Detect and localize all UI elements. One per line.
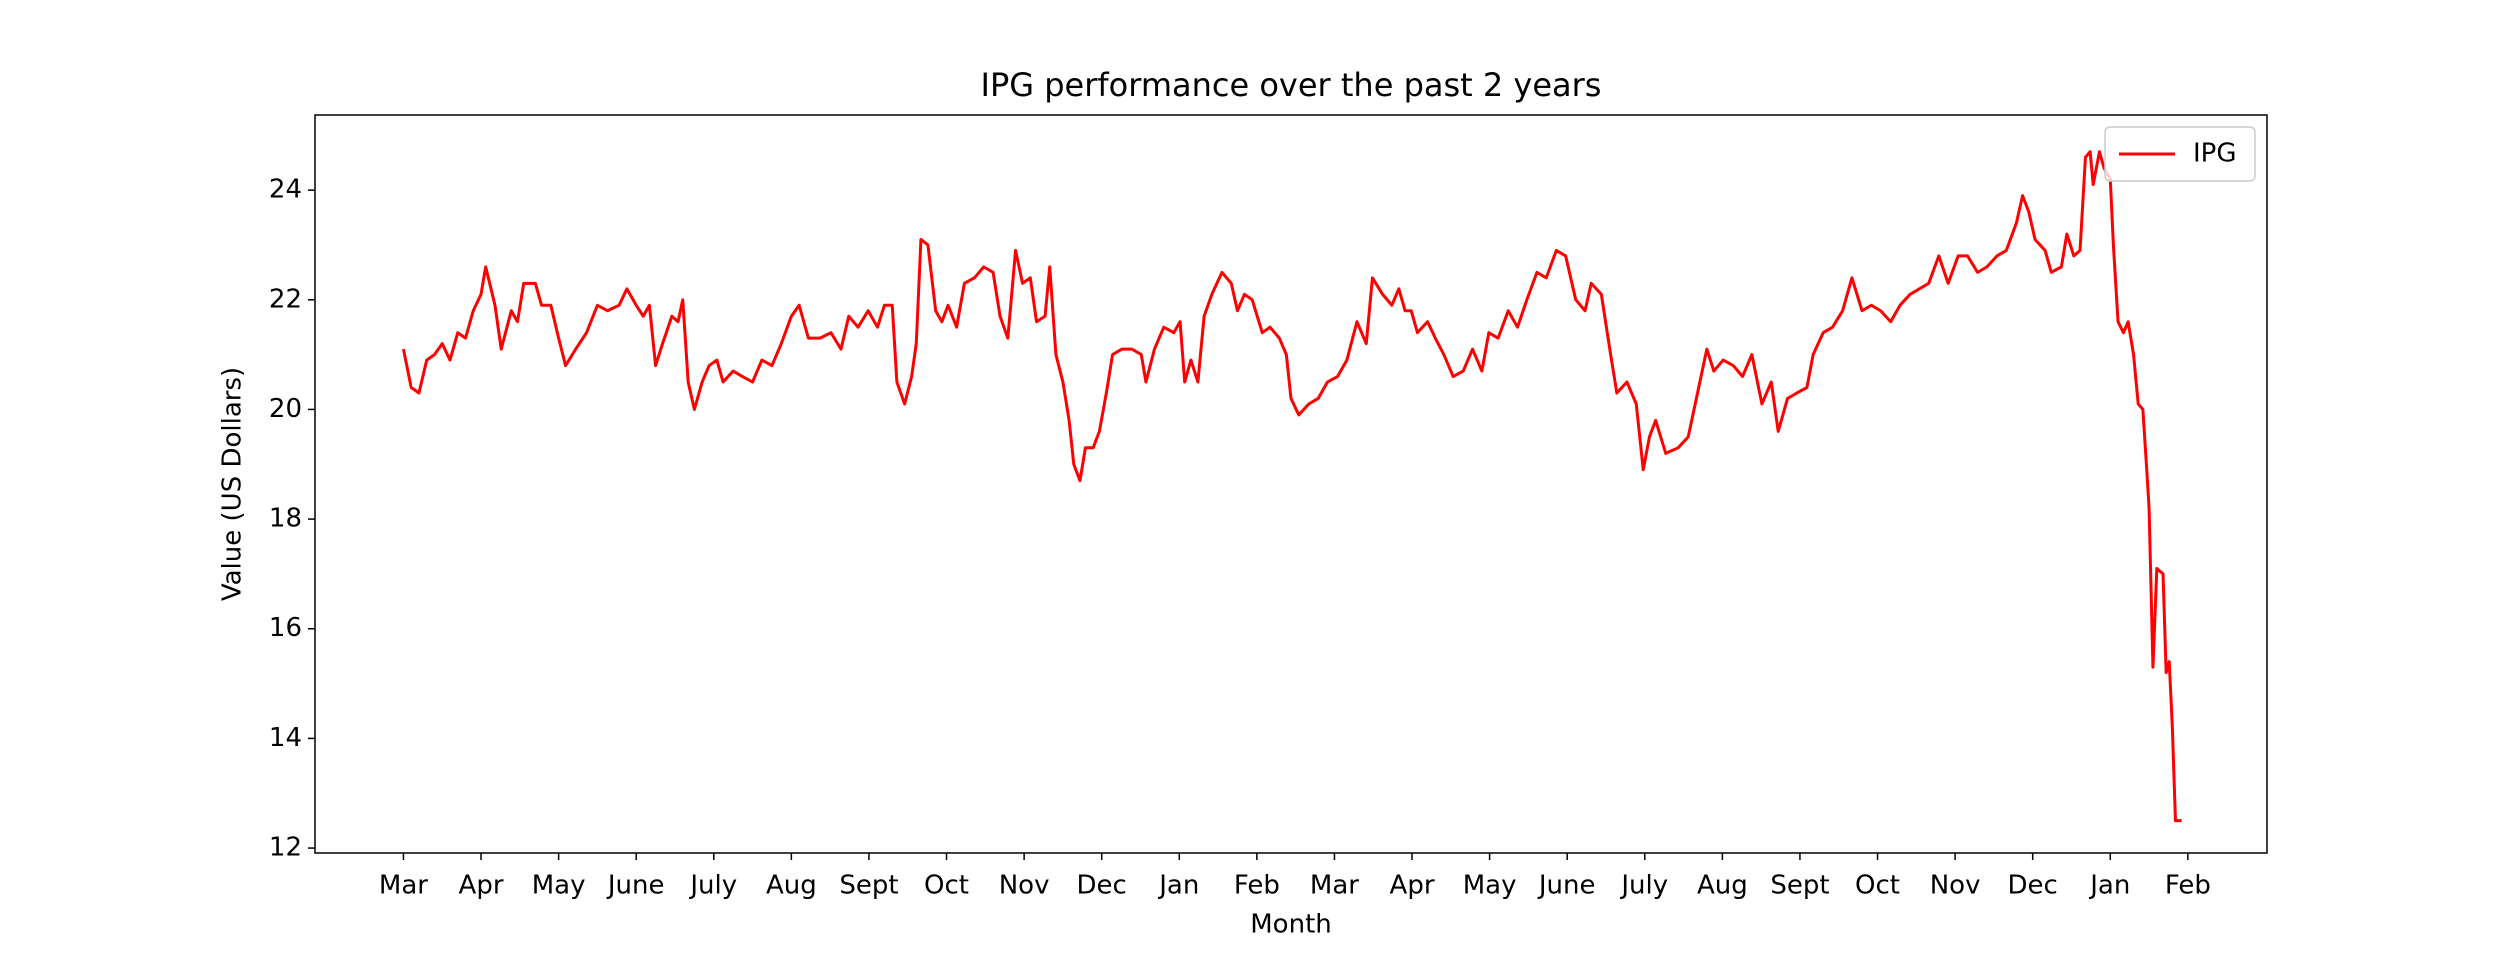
- x-tick-label: Jan: [2088, 871, 2130, 901]
- x-tick-label: Nov: [1930, 871, 1981, 901]
- axes-frame: [314, 114, 2268, 854]
- x-tick-label: June: [606, 871, 665, 901]
- x-axis-label: Month: [1250, 910, 1332, 940]
- x-tick-label: Aug: [1697, 871, 1748, 901]
- x-tick-label: Sept: [1770, 871, 1829, 901]
- legend-label: IPG: [2193, 139, 2237, 169]
- x-tick-label: Dec: [1077, 871, 1127, 901]
- x-tick-label: June: [1537, 871, 1596, 901]
- x-tick-label: Oct: [924, 871, 969, 901]
- legend-box: [2104, 126, 2256, 182]
- x-tick-label: Oct: [1855, 871, 1900, 901]
- x-tick-label: Apr: [1390, 871, 1435, 901]
- x-tick-label: Dec: [2008, 871, 2058, 901]
- y-axis-label: Value (US Dollars): [218, 367, 248, 601]
- x-tick-label: May: [532, 871, 586, 901]
- y-tick-label: 22: [269, 284, 302, 314]
- x-tick-label: Mar: [1310, 871, 1359, 901]
- x-tick-label: Feb: [1234, 871, 1280, 901]
- y-tick-label: 20: [269, 394, 302, 424]
- x-tick-label: Apr: [459, 871, 504, 901]
- y-tick-label: 14: [269, 723, 302, 753]
- x-tick-label: Feb: [2165, 871, 2211, 901]
- chart-title: IPG performance over the past 2 years: [981, 66, 1602, 104]
- x-tick-label: July: [688, 871, 737, 901]
- y-tick-label: 18: [269, 504, 302, 534]
- x-tick-label: Aug: [766, 871, 817, 901]
- y-tick-label: 24: [269, 175, 302, 205]
- line-series: [401, 150, 2182, 823]
- x-tick-label: Mar: [379, 871, 428, 901]
- x-tick-label: Nov: [999, 871, 1050, 901]
- x-tick-label: Sept: [839, 871, 898, 901]
- y-tick-label: 16: [269, 613, 302, 643]
- x-tick-label: July: [1619, 871, 1668, 901]
- y-tick-label: 12: [269, 833, 302, 863]
- legend: IPG: [2104, 126, 2256, 182]
- x-tick-label: Jan: [1157, 871, 1199, 901]
- x-tick-label: May: [1463, 871, 1517, 901]
